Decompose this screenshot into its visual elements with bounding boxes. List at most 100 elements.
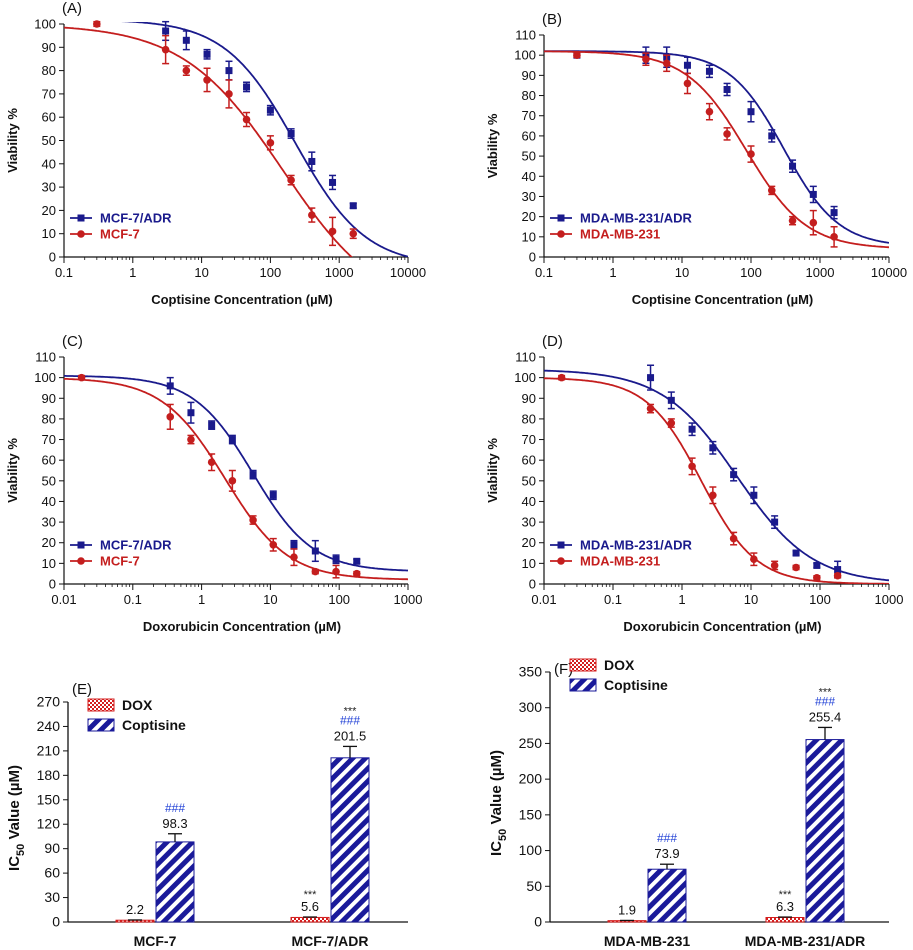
- legend-item: MDA-MB-231/ADR: [550, 211, 693, 226]
- panel-label: (A): [62, 0, 82, 17]
- y-tick-label: 60: [42, 110, 56, 125]
- square-marker: [290, 541, 298, 549]
- data-point: [249, 515, 257, 525]
- data-point: [705, 64, 713, 79]
- legend-circle-marker: [557, 230, 565, 238]
- data-point: [667, 418, 676, 428]
- legend-label: MDA-MB-231: [580, 227, 660, 242]
- legend-label: DOX: [122, 697, 153, 713]
- square-marker: [162, 27, 170, 35]
- legend-item: DOX: [569, 657, 635, 673]
- y-tick-label: 90: [522, 68, 536, 83]
- x-tick-label: 1000: [875, 592, 904, 607]
- y-tick-label: 210: [37, 742, 61, 758]
- circle-marker: [646, 404, 655, 413]
- data-point: [792, 563, 800, 572]
- circle-marker: [809, 218, 818, 227]
- y-tick-label: 0: [49, 250, 56, 265]
- square-marker: [813, 561, 821, 569]
- square-marker: [203, 50, 211, 58]
- circle-marker: [747, 150, 755, 158]
- significance-stars: ***: [779, 889, 793, 901]
- fit-curve: [544, 377, 889, 584]
- square-marker: [349, 202, 357, 210]
- square-marker: [683, 61, 691, 69]
- x-tick-label: 100: [328, 592, 350, 607]
- legend-label: MDA-MB-231/ADR: [580, 211, 693, 226]
- data-point: [642, 52, 650, 67]
- data-point: [182, 30, 190, 51]
- data-point: [242, 111, 251, 128]
- x-axis-title: Doxorubicin Concentration (µM): [623, 619, 821, 634]
- circle-marker: [723, 130, 731, 138]
- x-tick-label: 10000: [871, 265, 907, 280]
- legend-label: MCF-7: [100, 554, 140, 569]
- data-point: [182, 65, 191, 77]
- data-point: [792, 549, 800, 557]
- y-tick-label: 150: [519, 806, 543, 822]
- category-label: MCF-7/ADR: [292, 933, 369, 949]
- panel-e: 0 30 60 90 120 150 180 210 240 270 IC50 Value (µM)…: [6, 681, 408, 949]
- y-tick-label: 70: [522, 432, 536, 447]
- data-point: [647, 364, 655, 391]
- legend-item: Coptisine: [569, 677, 668, 693]
- y-tick-label: 20: [522, 535, 536, 550]
- x-tick-label: 0.01: [51, 592, 76, 607]
- data-point: [688, 457, 696, 476]
- circle-marker: [830, 233, 838, 241]
- y-tick-label: 60: [522, 453, 536, 468]
- legend-item: DOX: [87, 697, 153, 713]
- y-axis-title-subscript: 50: [497, 829, 509, 841]
- legend-label: MDA-MB-231: [580, 554, 660, 569]
- x-tick-label: 1: [129, 265, 136, 280]
- data-point: [207, 453, 216, 472]
- circle-marker: [788, 216, 797, 225]
- series-mda-mb-231: [544, 373, 889, 584]
- circle-marker: [328, 227, 337, 236]
- legend-item: MCF-7/ADR: [70, 211, 172, 226]
- legend-item: MDA-MB-231: [550, 227, 660, 242]
- circle-marker: [203, 76, 211, 84]
- square-marker: [730, 471, 738, 479]
- legend-item: MDA-MB-231/ADR: [550, 538, 693, 553]
- x-tick-label: 100: [809, 592, 831, 607]
- square-marker: [166, 382, 174, 390]
- circle-marker: [662, 59, 671, 68]
- y-tick-label: 70: [522, 108, 536, 123]
- y-tick-label: 90: [522, 391, 536, 406]
- y-tick-label: 90: [42, 391, 56, 406]
- y-tick-label: 80: [42, 63, 56, 78]
- square-marker: [266, 106, 274, 114]
- legend-stripe-swatch: [87, 718, 115, 732]
- fit-curve: [121, 22, 408, 257]
- x-axis-title: Coptisine Concentration (µM): [151, 292, 333, 307]
- series-mda-mb-231: [544, 50, 889, 249]
- panel-label: (D): [542, 333, 563, 350]
- y-tick-label: 10: [42, 226, 56, 241]
- y-tick-label: 250: [519, 735, 543, 751]
- y-tick-label: 300: [519, 699, 543, 715]
- series-mda-mb-231-adr: [544, 364, 889, 582]
- y-tick-label: 20: [522, 209, 536, 224]
- legend-item: MCF-7: [70, 227, 140, 242]
- y-tick-label: 60: [522, 128, 536, 143]
- y-tick-label: 110: [35, 350, 56, 365]
- square-marker: [789, 162, 797, 170]
- data-point: [311, 567, 320, 576]
- circle-marker: [729, 534, 738, 543]
- circle-marker: [332, 567, 340, 576]
- legend-label: MCF-7: [100, 227, 140, 242]
- y-tick-label: 100: [514, 370, 536, 385]
- data-point: [747, 145, 755, 163]
- y-tick-label: 240: [37, 718, 61, 734]
- x-tick-label: 0.1: [535, 265, 553, 280]
- value-label: 2.2: [126, 902, 144, 917]
- legend-square-marker: [77, 541, 85, 549]
- data-point: [225, 79, 233, 109]
- y-tick-label: 30: [44, 889, 60, 905]
- y-tick-label: 40: [42, 494, 56, 509]
- fit-curve: [64, 377, 408, 581]
